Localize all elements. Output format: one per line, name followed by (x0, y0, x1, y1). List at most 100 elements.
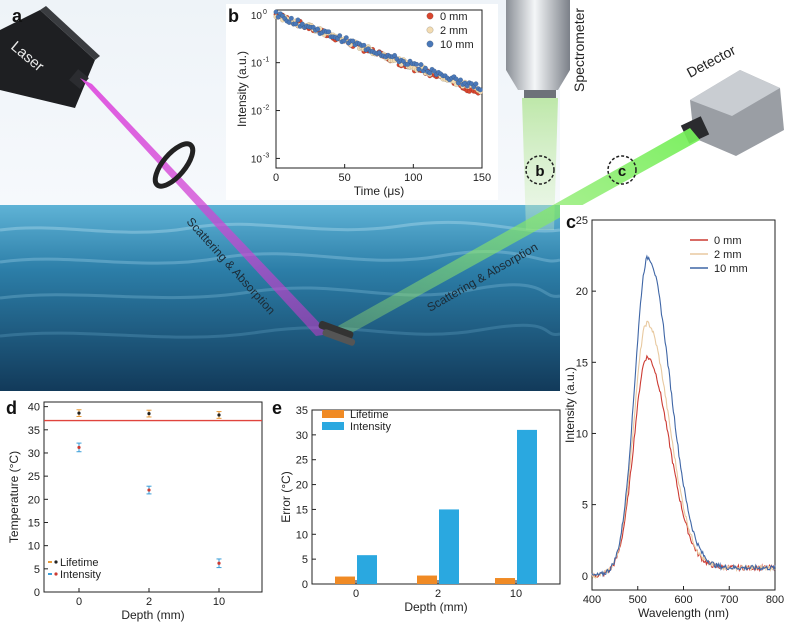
decay-point (477, 87, 483, 93)
decay-y-tick-exponent: -3 (263, 152, 269, 159)
decay-y-tick-label: 10 (251, 59, 263, 70)
emission-beam (338, 128, 700, 336)
temperature-point (77, 445, 81, 450)
decay-y-tick-exponent: -2 (263, 105, 269, 112)
decay-legend-label: 2 mm (440, 25, 468, 37)
temperature-legend-marker (54, 572, 58, 576)
decay-y-axis-label: Intensity (a.u.) (235, 51, 249, 127)
decay-point (315, 26, 321, 32)
spectrum-y-tick-label: 5 (582, 500, 588, 512)
decay-point (288, 15, 294, 21)
decay-point (418, 62, 424, 68)
temperature-x-tick-label: 2 (146, 596, 152, 608)
decay-x-tick-label: 0 (273, 172, 279, 184)
spectrum-y-tick-label: 0 (582, 571, 588, 583)
decay-point (273, 9, 279, 15)
spectrum-legend-label: 2 mm (714, 249, 742, 261)
temperature-x-tick-label: 0 (76, 596, 82, 608)
decay-point (275, 14, 281, 20)
spectrum-y-tick-label: 25 (576, 215, 588, 227)
error-x-tick-label: 2 (435, 588, 441, 600)
decay-point (299, 21, 305, 27)
decay-point (416, 66, 422, 72)
temperature-x-axis-label: Depth (mm) (121, 608, 184, 622)
error-y-tick-label: 35 (296, 405, 308, 417)
spectrum-x-tick-label: 600 (674, 594, 692, 606)
error-x-tick-label: 0 (353, 588, 359, 600)
panel-label-d: d (6, 398, 17, 418)
decay-point (427, 70, 433, 76)
laser-device (0, 6, 100, 108)
decay-point (326, 29, 332, 35)
error-y-tick-label: 0 (302, 579, 308, 591)
decay-point (422, 65, 428, 71)
temperature-point (147, 488, 151, 492)
spectrum-legend-label: 0 mm (714, 235, 742, 247)
decay-y-tick-label: 10 (251, 107, 263, 118)
marker-circle-b (525, 155, 555, 185)
decay-legend-marker (426, 40, 434, 48)
decay-point (337, 33, 343, 39)
error-bar (335, 576, 355, 584)
decay-legend-marker (426, 12, 434, 20)
marker-circle-c (607, 155, 637, 185)
decay-x-axis-label: Time (μs) (354, 184, 404, 198)
temperature-chart: 0 5 10 15 20 25 30 35 40 0 2 10 Depth (mm) Temperatur… (7, 401, 263, 622)
spectrum-y-tick-label: 10 (576, 428, 588, 440)
error-y-tick-label: 30 (296, 430, 308, 442)
temperature-y-tick-label: 5 (34, 564, 40, 576)
temperature-point (217, 413, 221, 417)
error-bar (495, 578, 515, 584)
decay-point (414, 61, 420, 67)
error-y-tick-label: 10 (296, 529, 308, 541)
decay-point (392, 52, 398, 58)
decay-y-tick-exponent: 0 (263, 9, 267, 16)
panel-label-c: c (566, 212, 576, 232)
spectrum-line (591, 254, 776, 578)
spectrum-x-tick-label: 800 (766, 594, 784, 606)
spectrometer-label: Spectrometer (571, 8, 587, 92)
detector-device (680, 70, 784, 156)
spectrometer-device (506, 0, 570, 230)
marker-circle-b-label: b (535, 163, 544, 180)
temperature-y-axis-label: Temperature (°C) (7, 451, 21, 543)
error-legend-swatch (322, 410, 344, 418)
temperature-y-tick-label: 0 (34, 587, 40, 599)
error-y-tick-label: 15 (296, 504, 308, 516)
spectrum-chart: 400 500 600 700 800 0 5 10 15 20 25 Wavelength (nm)… (563, 215, 784, 620)
lens-ring (152, 141, 196, 189)
panel-label-b: b (228, 6, 239, 26)
spectrum-legend-label: 10 mm (714, 263, 748, 275)
error-legend-label: Intensity (350, 421, 391, 433)
temperature-y-tick-label: 30 (28, 448, 40, 460)
decay-legend-label: 0 mm (440, 11, 468, 23)
decay-point (343, 35, 349, 41)
temperature-point (147, 411, 151, 416)
decay-point (295, 17, 301, 23)
laser-beam (80, 78, 330, 336)
error-x-tick-label: 10 (510, 588, 522, 600)
temperature-x-tick-label: 10 (213, 596, 225, 608)
spectrum-y-tick-label: 15 (576, 357, 588, 369)
error-x-axis-label: Depth (mm) (404, 600, 467, 614)
temperature-point (77, 411, 81, 415)
temperature-y-tick-label: 20 (28, 494, 40, 506)
panel-label-a: a (12, 6, 23, 26)
decay-point (361, 42, 367, 48)
error-bar (357, 555, 377, 584)
panel-label-e: e (272, 398, 282, 418)
error-y-axis-label: Error (°C) (279, 471, 293, 522)
error-bar (439, 509, 459, 584)
temperature-y-tick-label: 35 (28, 425, 40, 437)
decay-point (458, 77, 464, 83)
decay-point (350, 38, 356, 44)
decay-point (431, 68, 437, 74)
temperature-legend-label: Intensity (60, 569, 101, 581)
error-bar (417, 575, 437, 584)
temperature-y-tick-label: 25 (28, 471, 40, 483)
temperature-y-tick-label: 10 (28, 541, 40, 553)
decay-x-tick-label: 100 (404, 172, 422, 184)
panel-c-background (560, 205, 785, 627)
temperature-y-tick-label: 40 (28, 402, 40, 414)
